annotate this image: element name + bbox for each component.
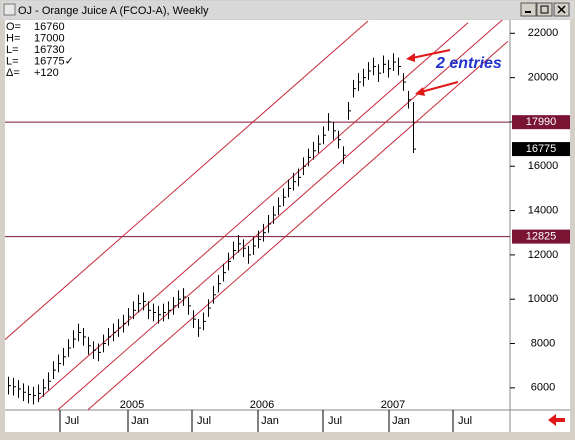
annotation: 2 entries <box>435 55 502 72</box>
window-buttons[interactable] <box>520 2 570 17</box>
quote-value: 17000 <box>34 32 65 44</box>
y-tick-label: 12000 <box>528 249 559 261</box>
quote-label: O= <box>6 21 21 33</box>
quote-value: 16760 <box>34 21 65 33</box>
quote-label: L= <box>6 55 19 67</box>
plot <box>5 20 510 410</box>
year-label: 2005 <box>120 399 144 411</box>
quote-label: Δ= <box>6 67 20 79</box>
x-tick-label: Jul <box>458 415 472 427</box>
title-bar <box>1 1 574 19</box>
last-price-label: 16775 <box>526 143 557 155</box>
scroll-arrow[interactable] <box>548 414 565 426</box>
level-label: 17990 <box>526 116 557 128</box>
x-tick-label: Jan <box>131 415 149 427</box>
minimize-button[interactable] <box>520 2 537 17</box>
quote-value: +120 <box>34 67 59 79</box>
quote-label: H= <box>6 32 20 44</box>
year-label: 2007 <box>381 399 405 411</box>
quote-value: 16730 <box>34 44 65 56</box>
x-tick-label: Jul <box>328 415 342 427</box>
arrow <box>420 81 459 93</box>
y-tick-label: 14000 <box>528 204 559 216</box>
y-tick-label: 8000 <box>531 337 555 349</box>
year-label: 2006 <box>250 399 274 411</box>
level-label-box <box>512 229 570 244</box>
arrow-head <box>406 53 415 62</box>
arrow-head <box>415 87 425 96</box>
quote-box-bg <box>5 21 80 81</box>
level-label-box <box>512 115 570 130</box>
y-tick-label: 6000 <box>531 382 555 394</box>
last-price-box <box>512 142 570 157</box>
quote-box: O= 16760 H= 17000 L= 16730 L= 16775✓ Δ= +120 <box>5 21 80 81</box>
maximize-icon <box>540 5 549 14</box>
quote-label: L= <box>6 44 19 56</box>
trendline <box>57 20 503 410</box>
y-tick-label: 10000 <box>528 293 559 305</box>
chart-area <box>5 20 570 432</box>
quote-value: 16775✓ <box>34 55 74 67</box>
x-tick-label: Jul <box>65 415 79 427</box>
y-tick-label: 16000 <box>528 160 559 172</box>
level-label: 12825 <box>526 231 557 243</box>
close-icon <box>557 5 566 14</box>
window-title: OJ - Orange Juice A (FCOJ-A), Weekly <box>18 5 209 17</box>
y-tick-label: 20000 <box>528 72 559 84</box>
y-tick-label: 22000 <box>528 27 559 39</box>
maximize-button[interactable] <box>536 2 553 17</box>
window-icon <box>3 3 16 16</box>
x-tick-label: Jan <box>261 415 279 427</box>
axes: 6000800010000120001400016000180002000022… <box>59 27 570 432</box>
x-tick-label: Jan <box>392 415 410 427</box>
arrows <box>406 49 565 426</box>
arrow <box>411 49 451 59</box>
x-tick-label: Jul <box>197 415 211 427</box>
trendline <box>5 20 369 341</box>
trendline <box>87 40 509 410</box>
